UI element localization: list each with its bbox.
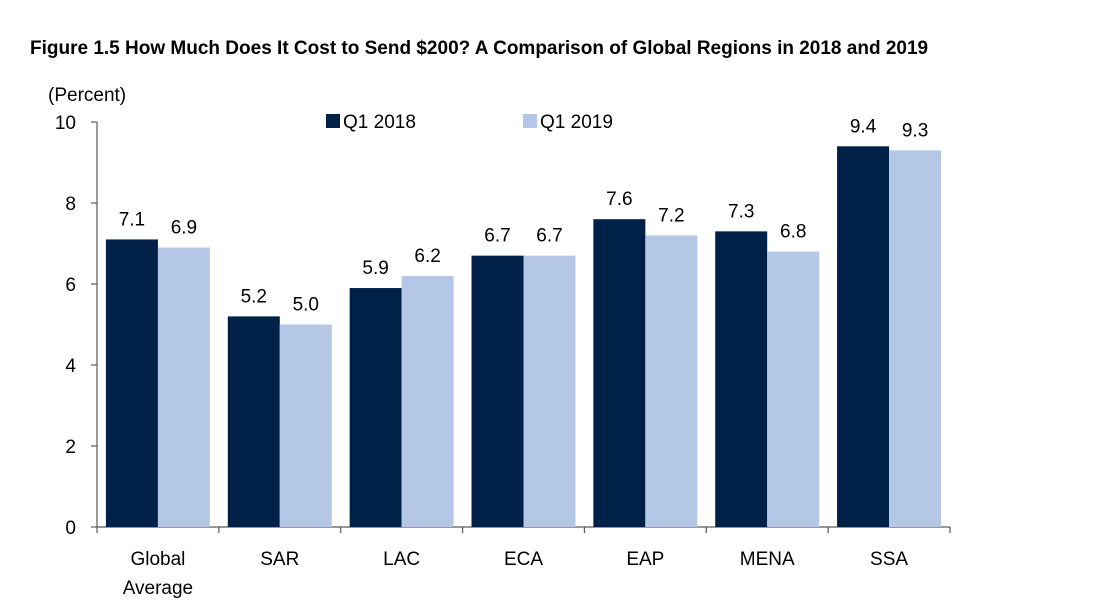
x-tick-label: MENA [740, 549, 795, 570]
y-tick-label: 10 [55, 113, 76, 134]
data-label: 9.4 [850, 116, 877, 137]
bar-q1-2019 [889, 150, 942, 527]
data-label: 6.7 [484, 226, 510, 247]
y-tick-label: 8 [65, 194, 76, 215]
data-label: 7.2 [658, 205, 684, 226]
bar-q1-2019 [157, 247, 210, 528]
legend: Q1 2018 Q1 2019 [326, 112, 613, 133]
bar-q1-2018 [471, 255, 524, 527]
data-label: 5.9 [362, 258, 388, 279]
x-tick-label: SAR [260, 549, 299, 570]
x-tick-labels: Global Average SAR LAC ECA EAP MENA SSA [123, 549, 909, 599]
y-axis-label: (Percent) [48, 85, 126, 106]
bar-q1-2019 [645, 235, 698, 527]
data-label: 6.2 [414, 246, 440, 267]
data-label: 7.6 [606, 189, 632, 210]
data-label: 5.2 [241, 286, 267, 307]
bar-q1-2019 [767, 251, 820, 527]
x-tick-label: ECA [504, 549, 543, 570]
data-label: 7.1 [119, 209, 145, 230]
x-tick-label: Global [130, 549, 185, 570]
y-tick-label: 0 [65, 518, 76, 539]
bar-q1-2019 [279, 324, 332, 527]
x-tick-label: EAP [626, 549, 664, 570]
data-label: 6.9 [171, 218, 197, 239]
x-tick-label: LAC [383, 549, 420, 570]
legend-label: Q1 2019 [540, 112, 613, 133]
x-axis [96, 526, 951, 533]
x-tick-label: SSA [870, 549, 908, 570]
bars [105, 146, 942, 528]
data-labels: 7.1 5.2 5.9 6.7 7.6 7.3 9.4 6.9 5.0 6.2 6.7 7.2 6.8 9… [119, 116, 929, 315]
data-label: 7.3 [728, 201, 754, 222]
bar-q1-2019 [523, 255, 576, 527]
bar-q1-2018 [105, 239, 158, 527]
y-tick-label: 4 [65, 356, 76, 377]
bar-q1-2018 [715, 231, 768, 527]
bar-q1-2018 [593, 219, 646, 527]
bar-q1-2018 [227, 316, 280, 527]
y-tick-label: 2 [65, 437, 76, 458]
y-tick-label: 6 [65, 275, 76, 296]
data-label: 6.8 [780, 222, 806, 243]
chart-title: Figure 1.5 How Much Does It Cost to Send… [30, 38, 929, 59]
bar-q1-2019 [401, 275, 454, 527]
data-label: 6.7 [536, 226, 562, 247]
data-label: 5.0 [293, 295, 319, 316]
y-axis: 0 2 4 6 8 10 [55, 113, 98, 539]
bar-q1-2018 [349, 288, 402, 527]
bar-q1-2018 [837, 146, 890, 528]
legend-label: Q1 2018 [343, 112, 416, 133]
legend-swatch [523, 114, 537, 128]
legend-swatch [326, 114, 340, 128]
data-label: 9.3 [902, 120, 928, 141]
x-tick-label: Average [123, 578, 193, 599]
